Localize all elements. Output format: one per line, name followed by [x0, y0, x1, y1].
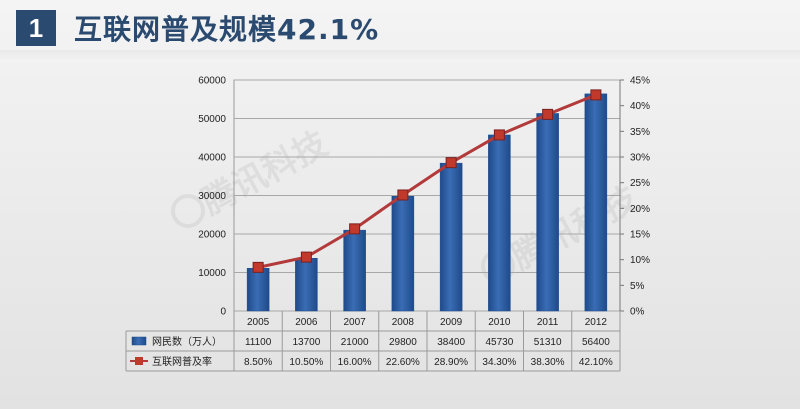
y-left-tick-label: 40000: [198, 153, 226, 164]
table-cell-bar-value: 13700: [292, 337, 320, 348]
x-category-label: 2008: [392, 317, 415, 328]
line-marker: [397, 189, 409, 201]
table-cell-bar-value: 51310: [534, 337, 562, 348]
bar: [584, 93, 608, 312]
axes: 0 10000 20000 30000 40000 50000 60000 0% 5% 10% 15…: [198, 76, 650, 318]
legend-bar-swatch: [131, 336, 147, 346]
y-left-tick-label: 60000: [198, 76, 226, 87]
bar: [536, 113, 559, 312]
y-left-tick-label: 30000: [198, 191, 226, 202]
line-marker: [590, 89, 602, 101]
y-right-tick-label: 40%: [630, 101, 650, 112]
y-right-tick-label: 30%: [630, 153, 650, 164]
table-cell-bar-value: 21000: [341, 337, 369, 348]
y-right-tick-label: 15%: [630, 230, 650, 241]
legend-line-label: 互联网普及率: [152, 355, 212, 368]
table-cell-line-value: 38.30%: [531, 357, 565, 368]
line-marker: [445, 157, 457, 169]
watermark-text: 腾讯科技: [505, 179, 644, 278]
bar-series: [246, 93, 608, 312]
x-category-label: 2010: [488, 317, 511, 328]
table-cell-bar-value: 56400: [582, 337, 610, 348]
table-cell-line-value: 8.50%: [244, 357, 272, 368]
y-left-tick-label: 50000: [198, 114, 226, 125]
x-category-label: 2012: [585, 317, 608, 328]
x-category-label: 2005: [247, 317, 270, 328]
line-marker: [300, 251, 312, 263]
table-cell-line-value: 28.90%: [434, 357, 468, 368]
y-right-tick-label: 20%: [630, 204, 650, 215]
header-divider: [0, 50, 800, 62]
y-left-tick-label: 20000: [198, 230, 226, 241]
table-cell-line-value: 42.10%: [579, 357, 613, 368]
watermark-text: 腾讯科技: [195, 124, 334, 223]
y-right-tick-label: 25%: [630, 178, 650, 189]
table-cell-line-value: 34.30%: [482, 357, 516, 368]
bar: [439, 162, 463, 312]
x-category-label: 2009: [440, 317, 463, 328]
legend-bar-label: 网民数（万人）: [152, 335, 222, 348]
y-left-tick-label: 0: [220, 307, 226, 318]
watermark-logo-icon: [171, 194, 205, 228]
data-table: 2005 2006 2007 2008 2009 2010 2011 2012 网民数（万人） 互…: [125, 311, 621, 372]
x-category-label: 2007: [344, 317, 367, 328]
table-cell-line-value: 22.60%: [386, 357, 420, 368]
table-cell-bar-value: 38400: [437, 337, 465, 348]
y-right-tick-label: 5%: [630, 281, 645, 292]
plot-area: [233, 79, 621, 312]
section-number-badge: 1: [16, 10, 56, 46]
table-cell-bar-value: 11100: [245, 337, 272, 348]
table-cell-bar-value: 45730: [485, 337, 513, 348]
line-marker: [542, 108, 554, 120]
y-right-tick-label: 10%: [630, 255, 650, 266]
bar: [295, 258, 318, 312]
page-title: 互联网普及规模42.1%: [74, 13, 380, 46]
y-left-tick-label: 10000: [198, 268, 226, 279]
x-category-label: 2011: [537, 317, 559, 328]
y-right-tick-label: 45%: [630, 76, 650, 87]
y-right-tick-label: 0%: [630, 307, 645, 318]
line-series: [252, 89, 602, 273]
bar: [488, 134, 511, 312]
bar: [343, 229, 366, 312]
x-category-label: 2006: [295, 317, 318, 328]
line-path: [257, 93, 597, 269]
table-cell-bar-value: 29800: [389, 337, 417, 348]
table-cell-line-value: 10.50%: [289, 357, 323, 368]
line-marker: [493, 129, 505, 141]
bar: [391, 196, 415, 312]
y-right-tick-label: 35%: [630, 127, 650, 138]
legend-line-marker: [135, 357, 143, 365]
table-cell-line-value: 16.00%: [338, 357, 372, 368]
line-marker: [252, 261, 264, 273]
bar: [246, 268, 270, 312]
line-marker: [349, 223, 361, 235]
